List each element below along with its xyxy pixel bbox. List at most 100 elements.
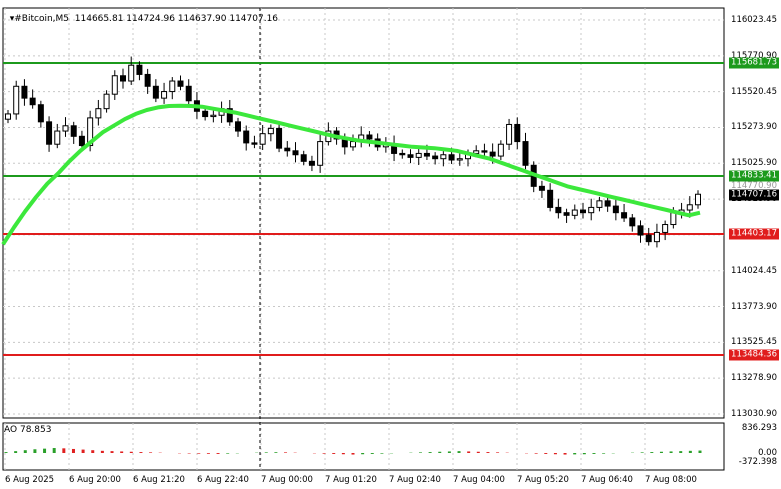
candle-body: [538, 185, 545, 191]
candle-body: [350, 141, 356, 148]
candle-body: [70, 125, 77, 137]
candle-body: [366, 134, 373, 140]
candle-body: [432, 155, 439, 160]
candle-body: [637, 225, 644, 236]
candle-body: [54, 130, 61, 145]
price-axis-label: 113773.90: [731, 301, 777, 312]
moving-average-line: [1, 103, 701, 246]
candle-body: [629, 217, 636, 227]
candle-body: [514, 123, 521, 143]
indicator-scale-zero: 0.00: [758, 448, 777, 458]
candle-body: [662, 224, 669, 233]
candle-body: [95, 108, 102, 119]
time-axis-label: 6 Aug 2025: [5, 475, 55, 485]
chart-header: ▾#Bitcoin,M5 114665.81 114724.96 114637.…: [4, 4, 278, 24]
ask-price-label: 114770.90: [731, 181, 777, 191]
candle-body: [169, 80, 176, 93]
candle-body: [604, 200, 611, 207]
indicator-pane-frame: [2, 422, 725, 471]
candle-body: [497, 143, 504, 157]
candle-body: [267, 127, 274, 135]
price-level-label: 115681.73: [729, 57, 779, 69]
price-axis-label: 114024.45: [731, 265, 777, 276]
chart-ohlc: 114665.81 114724.96 114637.90 114707.16: [74, 14, 279, 24]
candle-body: [144, 73, 151, 87]
candle-body: [13, 85, 20, 115]
candle-body: [292, 150, 299, 156]
candle-body: [78, 135, 85, 147]
candle-body: [481, 150, 488, 153]
price-axis-label: 115770.90: [731, 50, 777, 61]
candle-body: [695, 193, 701, 206]
price-axis-label: 115273.90: [731, 122, 777, 133]
candle-body: [547, 189, 554, 208]
indicator-header: AO 78.853: [4, 425, 51, 435]
candle-body: [29, 97, 36, 106]
candle-body: [37, 104, 44, 123]
candle-body: [136, 64, 143, 75]
time-axis-label: 6 Aug 21:20: [133, 475, 185, 485]
price-level-label: 114403.17: [729, 228, 779, 240]
candle-body: [120, 75, 126, 82]
candle-body: [87, 117, 94, 147]
time-axis-label: 7 Aug 01:20: [325, 475, 377, 485]
indicator-value: 78.853: [19, 425, 52, 435]
indicator-scale-top: 836.293: [741, 423, 777, 433]
candle-body: [522, 141, 529, 166]
candle-body: [243, 130, 250, 144]
candle-body: [580, 209, 586, 214]
candle-body: [645, 234, 652, 243]
candle-body: [448, 154, 455, 161]
candle-body: [596, 200, 603, 208]
price-level-label: 113484.36: [729, 349, 779, 361]
time-axis-label: 7 Aug 05:20: [517, 475, 569, 485]
time-axis-label: 6 Aug 22:40: [197, 475, 249, 485]
time-axis-label: 7 Aug 04:00: [453, 475, 505, 485]
candle-body: [621, 212, 628, 219]
candle-body: [456, 158, 463, 161]
candle-body: [407, 154, 414, 158]
candle-body: [152, 85, 159, 99]
time-axis-label: 7 Aug 00:00: [261, 475, 313, 485]
candle-body: [128, 64, 135, 82]
candle-body: [653, 231, 660, 243]
candle-body: [284, 147, 291, 152]
main-pane-frame: [2, 7, 725, 419]
candle-body: [506, 123, 513, 145]
candle-body: [399, 152, 406, 156]
indicator-name: AO: [4, 425, 18, 435]
current-price-label: 114707.16: [729, 189, 779, 201]
indicator-scale-bottom: -372.398: [738, 457, 777, 467]
candle-body: [21, 85, 28, 99]
candle-body: [686, 204, 693, 211]
time-axis-label: 6 Aug 20:00: [69, 475, 121, 485]
candle-body: [423, 152, 430, 157]
candle-body: [317, 141, 324, 166]
candle-body: [235, 121, 241, 132]
candle-body: [276, 127, 283, 149]
candle-body: [226, 108, 233, 123]
candle-body: [5, 113, 11, 120]
candle-body: [62, 125, 69, 132]
price-axis-label: 113278.90: [731, 373, 777, 384]
time-axis-label: 7 Aug 06:40: [581, 475, 633, 485]
candle-body: [251, 142, 258, 145]
chart-symbol-icon: ▾: [9, 14, 15, 24]
candle-body: [308, 160, 315, 166]
candle-body: [210, 114, 217, 118]
candle-body: [588, 206, 595, 214]
candle-body: [103, 93, 110, 110]
time-axis-label: 7 Aug 08:00: [645, 475, 697, 485]
candle-body: [612, 205, 619, 214]
candle-body: [489, 151, 496, 157]
candle-body: [670, 212, 677, 226]
candle-body: [161, 91, 168, 99]
candle-body: [571, 209, 578, 216]
candle-body: [563, 212, 570, 216]
candle-body: [111, 75, 118, 95]
candle-body: [46, 121, 53, 145]
price-axis-label: 113525.45: [731, 337, 777, 348]
price-axis-label: 113030.90: [731, 409, 777, 419]
candle-body: [300, 154, 307, 162]
